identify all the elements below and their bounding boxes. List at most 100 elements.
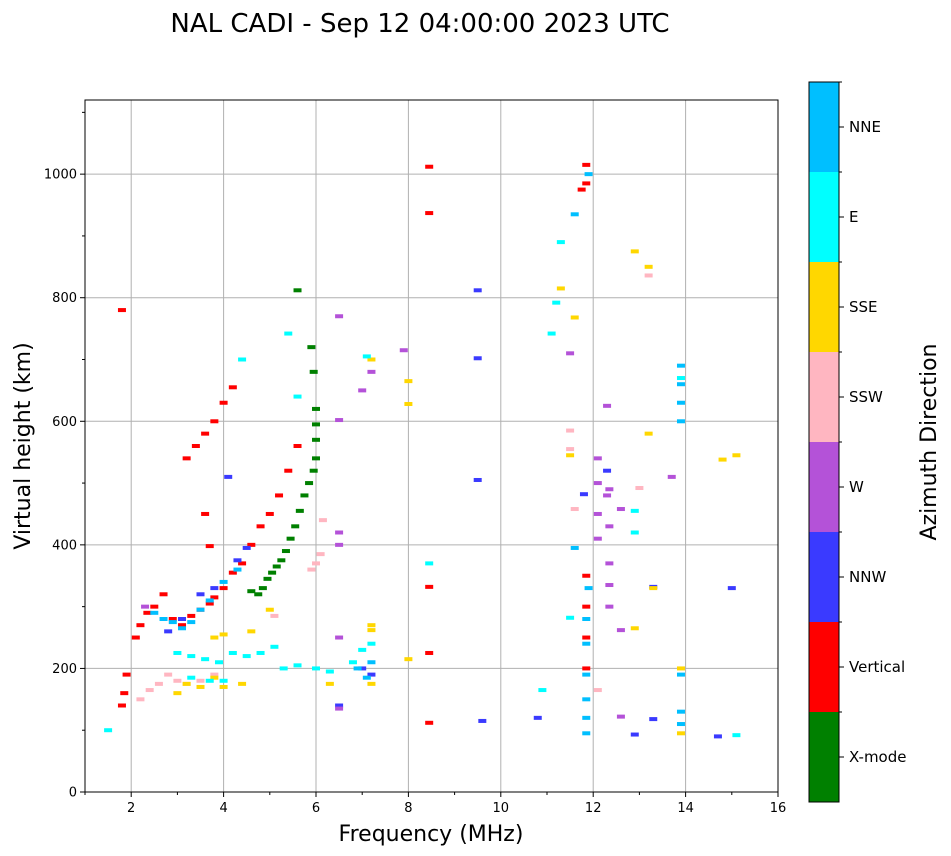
data-point-w	[335, 706, 344, 711]
data-point-x-mode	[312, 437, 320, 442]
data-point-ssw	[566, 447, 575, 452]
data-point-e	[256, 650, 265, 655]
data-point-vertical	[265, 511, 274, 516]
data-point-x-mode	[254, 592, 263, 597]
data-point-nne	[367, 660, 376, 665]
data-point-x-mode	[300, 493, 309, 498]
data-point-nnw	[196, 592, 205, 597]
data-point-ssw	[164, 672, 173, 677]
data-point-nnw	[713, 734, 722, 739]
data-point-nnw	[178, 617, 187, 621]
x-tick-label: 10	[493, 801, 510, 816]
data-point-sse	[265, 607, 274, 612]
data-point-vertical	[425, 650, 434, 655]
colorbar-tick-label: W	[849, 478, 864, 496]
data-point-w	[367, 369, 376, 374]
data-point-nne	[570, 212, 579, 217]
data-point-ssw	[136, 697, 145, 702]
data-point-vertical	[117, 703, 126, 708]
data-point-ssw	[593, 688, 602, 693]
data-point-sse	[173, 691, 182, 696]
data-point-nne	[150, 610, 159, 615]
data-point-w	[605, 561, 614, 566]
x-tick-label: 6	[312, 801, 320, 816]
data-point-vertical	[228, 570, 237, 575]
data-point-e	[312, 666, 320, 671]
data-point-nne	[196, 607, 205, 612]
data-point-e	[556, 240, 565, 245]
data-point-nne	[205, 598, 214, 603]
data-point-nne	[676, 419, 685, 424]
data-point-nne	[362, 675, 371, 680]
data-point-nne	[582, 617, 591, 621]
data-point-e	[279, 666, 288, 671]
data-point-nne	[178, 626, 187, 631]
data-marks	[104, 162, 741, 739]
colorbar-tick-label: E	[849, 208, 858, 226]
data-point-vertical	[187, 613, 196, 618]
y-tick-label: 400	[52, 538, 77, 553]
data-point-sse	[718, 457, 727, 462]
data-point-ssw	[154, 681, 163, 686]
data-point-e	[187, 654, 196, 659]
data-point-sse	[404, 379, 413, 384]
data-point-sse	[676, 731, 685, 736]
data-point-vertical	[425, 720, 434, 725]
data-point-w	[335, 530, 344, 535]
data-point-x-mode	[277, 558, 286, 563]
data-point-w	[141, 604, 150, 609]
data-point-vertical	[577, 187, 586, 192]
y-tick-label: 200	[52, 662, 77, 677]
data-point-e	[214, 660, 223, 665]
data-point-nne	[159, 617, 168, 621]
colorbar-frame	[808, 81, 840, 803]
x-tick-label: 2	[127, 801, 135, 816]
data-point-e	[358, 647, 367, 652]
data-point-vertical	[293, 444, 302, 448]
data-point-vertical	[136, 623, 145, 628]
x-tick-label: 8	[404, 801, 412, 816]
x-tick-label: 16	[770, 801, 787, 816]
data-point-w	[603, 403, 612, 408]
grid-lines	[85, 100, 779, 793]
data-point-x-mode	[263, 576, 272, 581]
data-point-nne	[676, 709, 685, 714]
data-point-nnw	[473, 477, 482, 482]
data-point-e	[173, 650, 182, 655]
data-point-e	[367, 641, 376, 646]
data-point-x-mode	[312, 456, 320, 461]
data-point-e	[566, 615, 575, 620]
data-point-nnw	[603, 468, 612, 473]
data-point-e	[270, 644, 279, 649]
data-point-vertical	[201, 431, 210, 436]
colorbar-swatch-x-mode	[809, 712, 839, 802]
data-point-sse	[219, 684, 228, 689]
data-point-nnw	[473, 288, 482, 293]
plot-frame	[84, 99, 779, 793]
data-point-nnw	[335, 703, 344, 708]
data-point-vertical	[143, 610, 152, 615]
data-point-nne	[353, 666, 362, 671]
data-point-x-mode	[258, 586, 267, 591]
data-point-vertical	[425, 211, 434, 216]
data-point-w	[335, 635, 344, 640]
data-point-x-mode	[291, 524, 300, 529]
data-point-sse	[367, 681, 376, 686]
data-point-vertical	[275, 493, 284, 498]
data-point-x-mode	[268, 570, 277, 575]
data-point-ssw	[570, 507, 579, 512]
data-point-vertical	[150, 604, 159, 609]
x-tick-label: 4	[219, 801, 227, 816]
data-point-w	[616, 714, 625, 719]
data-point-nnw	[630, 732, 639, 737]
data-point-nne	[219, 579, 228, 584]
data-point-vertical	[210, 595, 219, 600]
data-point-nnw	[649, 717, 658, 722]
colorbar-swatch-sse	[809, 262, 839, 352]
data-point-nnw	[242, 545, 251, 550]
data-point-x-mode	[281, 549, 290, 554]
data-point-w	[605, 604, 614, 609]
data-point-e	[104, 728, 113, 733]
data-point-e	[425, 561, 434, 566]
data-point-vertical	[168, 617, 177, 621]
